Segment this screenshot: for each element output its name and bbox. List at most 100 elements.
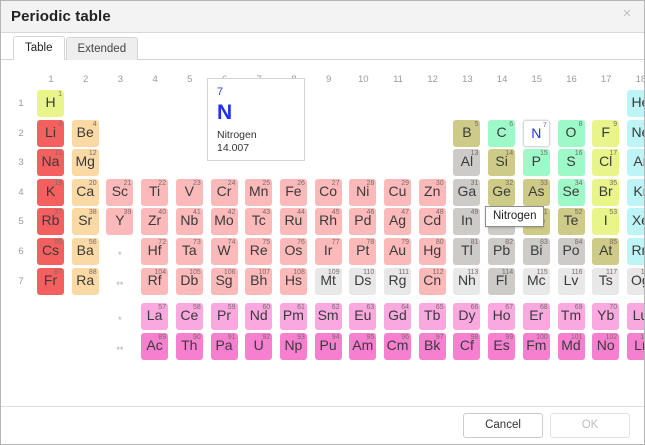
element-cell-W[interactable]: 74 W bbox=[210, 238, 238, 265]
element-cell-Fr[interactable]: 87 Fr bbox=[37, 267, 64, 295]
element-cell-Cl[interactable]: 17 Cl bbox=[592, 149, 620, 177]
element-cell-In[interactable]: 49 In bbox=[453, 208, 481, 236]
element-cell-Zn[interactable]: 30 Zn bbox=[418, 178, 446, 206]
element-cell-Cf[interactable]: 98 Cf bbox=[453, 332, 481, 360]
element-cell-Cm[interactable]: 96 Cm bbox=[384, 332, 411, 360]
element-cell-No[interactable]: 102 No bbox=[592, 332, 620, 360]
element-cell-Nd[interactable]: 60 Nd bbox=[245, 303, 273, 331]
element-cell-Tl[interactable]: 81 Tl bbox=[453, 238, 481, 265]
element-cell-Pd[interactable]: 46 Pd bbox=[349, 208, 377, 236]
element-cell-Mt[interactable]: 109 Mt bbox=[314, 267, 342, 295]
element-cell-Mn[interactable]: 25 Mn bbox=[245, 178, 273, 206]
element-cell-He[interactable]: 2He bbox=[626, 90, 644, 117]
element-cell-Hg[interactable]: 80 Hg bbox=[418, 238, 446, 265]
element-cell-Ge[interactable]: 32 Ge bbox=[488, 178, 516, 206]
element-cell-Si[interactable]: 14 Si bbox=[488, 149, 516, 177]
element-cell-Fe[interactable]: 26 Fe bbox=[279, 178, 307, 206]
element-cell-Ce[interactable]: 58 Ce bbox=[175, 303, 203, 331]
element-cell-Ra[interactable]: 88 Ra bbox=[71, 267, 99, 295]
element-cell-Np[interactable]: 93 Np bbox=[279, 332, 307, 360]
element-cell-Hf[interactable]: 72 Hf bbox=[141, 238, 169, 265]
element-cell-K[interactable]: 19 K bbox=[37, 178, 64, 206]
element-cell-Gd[interactable]: 64 Gd bbox=[384, 303, 411, 331]
element-cell-Rn[interactable]: 86Rn bbox=[626, 238, 644, 265]
element-cell-Eu[interactable]: 63 Eu bbox=[349, 303, 377, 331]
element-cell-Tm[interactable]: 69 Tm bbox=[557, 303, 585, 331]
element-cell-Po[interactable]: 84 Po bbox=[557, 238, 585, 265]
element-cell-Mo[interactable]: 42 Mo bbox=[210, 208, 238, 236]
element-cell-Ta[interactable]: 73 Ta bbox=[175, 238, 203, 265]
element-cell-Yb[interactable]: 70 Yb bbox=[592, 303, 620, 331]
element-cell-Pm[interactable]: 61 Pm bbox=[279, 303, 307, 331]
element-cell-Sr[interactable]: 38 Sr bbox=[71, 208, 99, 236]
element-cell-Cr[interactable]: 24 Cr bbox=[210, 178, 238, 206]
element-cell-Am[interactable]: 95 Am bbox=[349, 332, 377, 360]
element-cell-V[interactable]: 23 V bbox=[175, 178, 203, 206]
element-cell-Bi[interactable]: 83 Bi bbox=[522, 238, 550, 265]
element-cell-Nb[interactable]: 41 Nb bbox=[175, 208, 203, 236]
element-cell-Pt[interactable]: 78 Pt bbox=[349, 238, 377, 265]
element-cell-Sm[interactable]: 62 Sm bbox=[314, 303, 342, 331]
element-cell-Sc[interactable]: 21 Sc bbox=[106, 178, 134, 206]
element-cell-Db[interactable]: 105 Db bbox=[175, 267, 203, 295]
element-cell-Pu[interactable]: 94 Pu bbox=[314, 332, 342, 360]
element-cell-Kr[interactable]: 36Kr bbox=[626, 178, 644, 206]
element-cell-Li[interactable]: 3 Li bbox=[37, 119, 64, 147]
cancel-button[interactable]: Cancel bbox=[463, 413, 543, 438]
ok-button[interactable]: OK bbox=[550, 413, 630, 438]
element-cell-Pa[interactable]: 91 Pa bbox=[210, 332, 238, 360]
element-cell-Cd[interactable]: 48 Cd bbox=[418, 208, 446, 236]
element-cell-Co[interactable]: 27 Co bbox=[314, 178, 342, 206]
element-cell-Ni[interactable]: 28 Ni bbox=[349, 178, 377, 206]
element-cell-Cn[interactable]: 112 Cn bbox=[418, 267, 446, 295]
element-cell-Sg[interactable]: 106 Sg bbox=[210, 267, 238, 295]
element-cell-Se[interactable]: 34 Se bbox=[557, 178, 585, 206]
element-cell-Es[interactable]: 99 Es bbox=[488, 332, 516, 360]
element-cell-Mg[interactable]: 12 Mg bbox=[71, 149, 99, 177]
element-cell-Ru[interactable]: 44 Ru bbox=[279, 208, 307, 236]
element-cell-Th[interactable]: 90 Th bbox=[175, 332, 203, 360]
element-cell-Ba[interactable]: 56 Ba bbox=[71, 238, 99, 265]
element-cell-Te[interactable]: 52 Te bbox=[557, 208, 585, 236]
element-cell-Md[interactable]: 101 Md bbox=[557, 332, 585, 360]
element-cell-Cu[interactable]: 29 Cu bbox=[384, 178, 411, 206]
element-cell-La[interactable]: 57 La bbox=[141, 303, 169, 331]
element-cell-Dy[interactable]: 66 Dy bbox=[453, 303, 481, 331]
element-cell-Ts[interactable]: 117 Ts bbox=[592, 267, 620, 295]
element-cell-Ir[interactable]: 77 Ir bbox=[314, 238, 342, 265]
element-cell-Lv[interactable]: 116 Lv bbox=[557, 267, 585, 295]
element-cell-Lu[interactable]: 71Lu bbox=[626, 303, 644, 331]
element-cell-Mc[interactable]: 115 Mc bbox=[522, 267, 550, 295]
element-cell-P[interactable]: 15 P bbox=[522, 149, 550, 177]
element-cell-Fl[interactable]: 114 Fl bbox=[488, 267, 516, 295]
element-cell-Nh[interactable]: 113 Nh bbox=[453, 267, 481, 295]
element-cell-Tc[interactable]: 43 Tc bbox=[245, 208, 273, 236]
element-cell-Ga[interactable]: 31 Ga bbox=[453, 178, 481, 206]
element-cell-Er[interactable]: 68 Er bbox=[522, 303, 550, 331]
element-cell-Y[interactable]: 39 Y bbox=[106, 208, 134, 236]
element-cell-Fm[interactable]: 100 Fm bbox=[522, 332, 550, 360]
element-cell-Rb[interactable]: 37 Rb bbox=[37, 208, 64, 236]
element-cell-Ar[interactable]: 18Ar bbox=[626, 149, 644, 177]
element-cell-Pb[interactable]: 82 Pb bbox=[488, 238, 516, 265]
tab-table[interactable]: Table bbox=[13, 36, 65, 60]
element-cell-Al[interactable]: 13 Al bbox=[453, 149, 481, 177]
element-cell-Lr[interactable]: 103Lr bbox=[626, 332, 644, 360]
element-cell-U[interactable]: 92 U bbox=[245, 332, 273, 360]
element-cell-Ti[interactable]: 22 Ti bbox=[141, 178, 169, 206]
element-cell-Ac[interactable]: 89 Ac bbox=[141, 332, 169, 360]
element-cell-Og[interactable]: 118Og bbox=[626, 267, 644, 295]
element-cell-Bh[interactable]: 107 Bh bbox=[245, 267, 273, 295]
element-cell-As[interactable]: 33 As bbox=[522, 178, 550, 206]
element-cell-Re[interactable]: 75 Re bbox=[245, 238, 273, 265]
element-cell-Hs[interactable]: 108 Hs bbox=[279, 267, 307, 295]
element-cell-Ds[interactable]: 110 Ds bbox=[349, 267, 377, 295]
element-cell-I[interactable]: 53 I bbox=[592, 208, 620, 236]
element-cell-Ne[interactable]: 10Ne bbox=[626, 119, 644, 147]
